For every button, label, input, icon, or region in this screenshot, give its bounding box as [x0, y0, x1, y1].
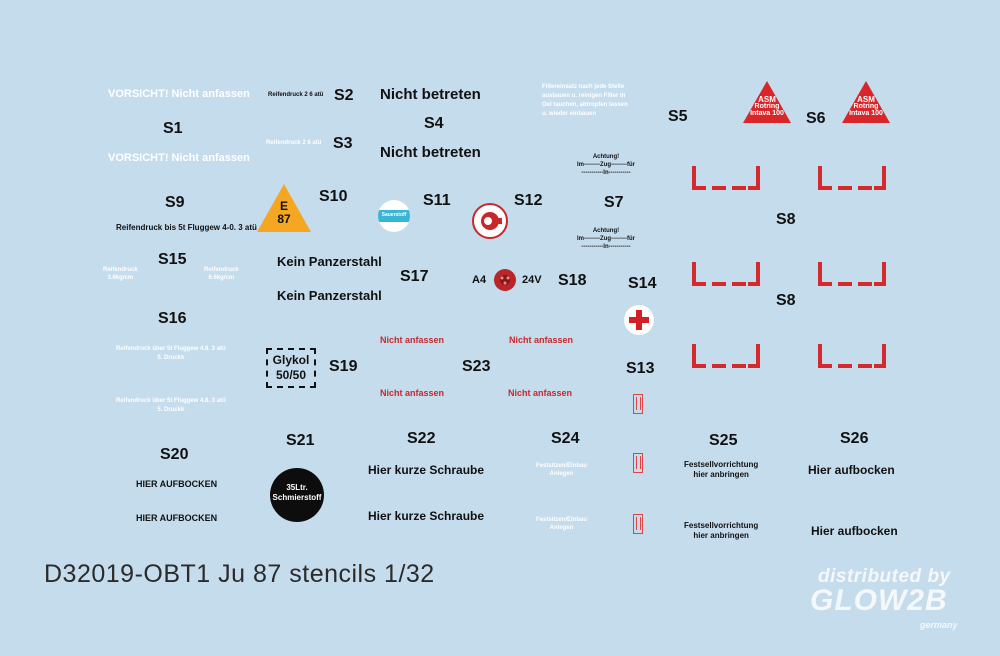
- stencil-nicht-anfassen-4: Nicht anfassen: [508, 388, 573, 398]
- label-s14: S14: [628, 275, 657, 292]
- stencil-achtung-1: Achtung! Im--------Zug--------für ------…: [577, 154, 635, 176]
- stencil-hier-kurze-schraube-2: Hier kurze Schraube: [368, 509, 485, 523]
- red-bracket-marker: [692, 344, 760, 368]
- fuel-triangle-icon: [257, 184, 311, 232]
- tube-marker-icon: [633, 394, 643, 414]
- label-s4: S4: [424, 115, 444, 132]
- label-s3: S3: [333, 135, 353, 152]
- stencil-vorsicht-2: VORSICHT! Nicht anfassen: [108, 152, 250, 164]
- label-s13: S13: [626, 360, 655, 377]
- warning-triangle-icon: [743, 81, 791, 123]
- label-s1: S1: [163, 120, 183, 137]
- power-socket-icon: [494, 269, 516, 291]
- label-s18: S18: [558, 272, 587, 289]
- asm-triangle-s6: ASM Rotring Intava 100: [842, 81, 890, 123]
- warning-triangle-icon: [842, 81, 890, 123]
- stencil-kein-panzerstahl-1: Kein Panzerstahl: [277, 254, 382, 269]
- label-s26: S26: [840, 430, 869, 447]
- tube-marker-icon: [633, 453, 643, 473]
- stencil-hier-aufbocken-s26b: Hier aufbocken: [811, 524, 898, 538]
- label-s20: S20: [160, 446, 189, 463]
- red-bracket-marker: [818, 262, 886, 286]
- stencil-achtung-2: Achtung! Im--------Zug--------für ------…: [577, 228, 635, 250]
- stencil-hier-aufbocken-s20a: HIER AUFBOCKEN: [136, 479, 218, 489]
- label-s6: S6: [806, 110, 826, 127]
- stencil-nicht-betreten-2: Nicht betreten: [380, 144, 481, 161]
- stencil-24v: 24V: [522, 274, 542, 286]
- sauerstoff-text: Sauerstoff: [381, 212, 407, 218]
- stencil-kein-panzerstahl-2: Kein Panzerstahl: [277, 288, 382, 303]
- stencil-nicht-betreten-1: Nicht betreten: [380, 86, 481, 103]
- filler-cap-icon: [472, 203, 508, 239]
- stencil-a4: A4: [472, 274, 487, 286]
- stencil-reifendruck-s16b: Reifendruck über 5t Fluggew 4.8. 3 atü 5…: [116, 398, 226, 413]
- label-s19: S19: [329, 358, 358, 375]
- label-s7: S7: [604, 194, 624, 211]
- asm-triangle-s5: ASM Rotring Intava 100: [743, 81, 791, 123]
- red-bracket-marker: [818, 166, 886, 190]
- sauerstoff-roundel: Sauerstoff: [378, 200, 410, 232]
- stencil-reifendruck-s15a: Reifendruck 3.6kg/cm: [103, 267, 138, 281]
- tube-marker-icon: [633, 514, 643, 534]
- label-s9: S9: [165, 194, 185, 211]
- label-s11: S11: [423, 192, 451, 209]
- label-s25: S25: [709, 432, 738, 449]
- stencil-fest-s24a: Festsitzen/Einbau Anlegen: [536, 463, 588, 477]
- label-s8-a: S8: [776, 211, 796, 228]
- filler-cap-roundel: [472, 203, 508, 239]
- label-s21: S21: [286, 432, 315, 449]
- stencil-nicht-anfassen-1: Nicht anfassen: [380, 335, 445, 345]
- schmierstoff-roundel: 35Ltr. Schmierstoff: [270, 468, 324, 522]
- stencil-hier-kurze-schraube-1: Hier kurze Schraube: [368, 463, 485, 477]
- stencil-vorsicht-1: VORSICHT! Nicht anfassen: [108, 88, 250, 100]
- stencil-nicht-anfassen-3: Nicht anfassen: [380, 388, 445, 398]
- distributor-watermark: distributed by GLOW2B germany: [810, 566, 958, 630]
- red-bracket-marker: [692, 166, 760, 190]
- label-s12: S12: [514, 192, 543, 209]
- stencil-reifendruck-s2: Reifendruck 2 6 atü: [268, 92, 324, 98]
- power-socket-roundel: [493, 268, 517, 292]
- e87-triangle: E 87: [257, 184, 311, 232]
- label-s16: S16: [158, 310, 187, 327]
- stencil-fest-s24b: Festsitzen/Einbau Anlegen: [536, 517, 588, 531]
- red-bracket-marker: [692, 262, 760, 286]
- stencil-fuel-filter: Filtereinsatz nach jede Stelle ausbauen …: [542, 84, 628, 117]
- label-s23: S23: [462, 358, 491, 375]
- sheet-title: D32019-OBT1 Ju 87 stencils 1/32: [44, 560, 435, 588]
- stencil-nicht-anfassen-2: Nicht anfassen: [509, 335, 574, 345]
- stencil-festsell-1: Festsellvorrichtung hier anbringen: [684, 460, 759, 479]
- stencil-reifendruck-s15b: Reifendruck 6.6kg/cm: [204, 267, 239, 281]
- stencil-hier-aufbocken-s26a: Hier aufbocken: [808, 463, 895, 477]
- label-s15: S15: [158, 251, 187, 268]
- label-s24: S24: [551, 430, 580, 447]
- label-s17: S17: [400, 268, 429, 285]
- glykol-marking: Glykol 50/50: [266, 348, 316, 388]
- label-s8-b: S8: [776, 292, 796, 309]
- label-s5: S5: [668, 108, 688, 125]
- stencil-reifendruck-s9: Reifendruck bis 5t Fluggew 4-0. 3 atü: [116, 223, 257, 232]
- stencil-reifendruck-s16a: Reifendruck über 5t Fluggew 4.8. 3 atü 5…: [116, 346, 226, 361]
- red-cross-icon: [624, 305, 654, 335]
- label-s2: S2: [334, 87, 354, 104]
- label-s22: S22: [407, 430, 436, 447]
- red-bracket-marker: [818, 344, 886, 368]
- label-s10: S10: [319, 188, 348, 205]
- stencil-festsell-2: Festsellvorrichtung hier anbringen: [684, 521, 759, 540]
- stencil-hier-aufbocken-s20b: HIER AUFBOCKEN: [136, 513, 218, 523]
- stencil-reifendruck-s3: Reifendruck 2 6 atü: [266, 140, 322, 146]
